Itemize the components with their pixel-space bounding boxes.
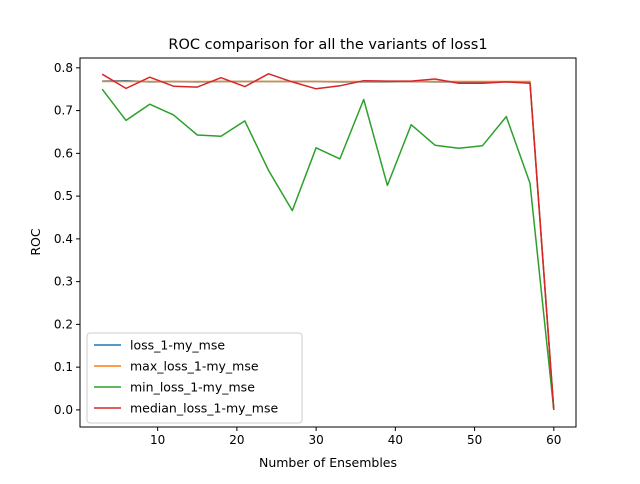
legend-box xyxy=(86,332,303,424)
legend: loss_1-my_mse max_loss_1-my_mse min_loss_1… xyxy=(86,332,303,424)
x-tick-label: 40 xyxy=(388,433,403,447)
y-tick-label: 0.1 xyxy=(54,360,73,374)
y-tick-label: 0.5 xyxy=(54,189,73,203)
y-axis: 0.0 0.1 0.2 0.3 0.4 0.5 0.6 0.7 0.8 xyxy=(54,61,80,417)
x-tick-label: 30 xyxy=(308,433,323,447)
chart-title: ROC comparison for all the variants of l… xyxy=(168,37,487,53)
x-axis-label: Number of Ensembles xyxy=(259,455,397,470)
y-tick-label: 0.7 xyxy=(54,104,73,118)
y-tick-label: 0.2 xyxy=(54,317,73,331)
legend-label: loss_1-my_mse xyxy=(130,338,225,353)
y-tick-label: 0.4 xyxy=(54,232,73,246)
series-line-3 xyxy=(101,73,555,410)
legend-label: min_loss_1-my_mse xyxy=(130,380,255,395)
x-axis: 10 20 30 40 50 60 xyxy=(150,427,561,447)
x-tick-label: 10 xyxy=(150,433,165,447)
y-tick-label: 0.0 xyxy=(54,403,73,417)
x-tick-label: 20 xyxy=(229,433,244,447)
x-tick-label: 60 xyxy=(546,433,561,447)
y-axis-label: ROC xyxy=(28,228,43,256)
legend-label: max_loss_1-my_mse xyxy=(130,359,259,374)
series-line-2 xyxy=(101,88,555,410)
legend-label: median_loss_1-my_mse xyxy=(130,401,278,416)
plot-lines xyxy=(101,73,555,410)
plot-frame xyxy=(79,57,577,428)
y-tick-label: 0.3 xyxy=(54,275,73,289)
y-tick-label: 0.6 xyxy=(54,146,73,160)
y-tick-label: 0.8 xyxy=(54,61,73,75)
series-line-1 xyxy=(102,80,555,410)
x-tick-label: 50 xyxy=(467,433,482,447)
